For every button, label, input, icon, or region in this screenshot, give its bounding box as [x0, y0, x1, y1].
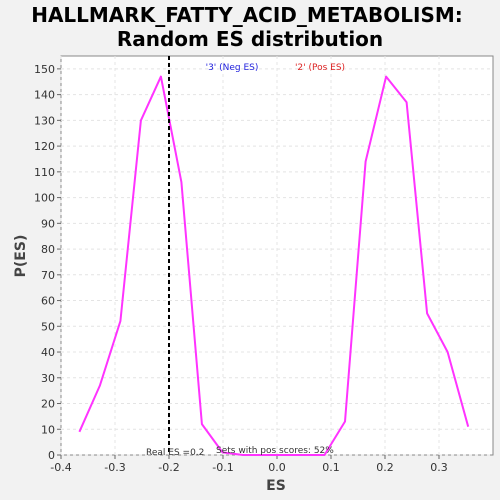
y-axis-label: P(ES): [13, 235, 29, 278]
x-tick-label: 0.0: [268, 461, 286, 474]
y-tick-label: 70: [41, 269, 55, 282]
legend-pos-es: '2' (Pos ES): [295, 63, 345, 73]
y-tick-label: 90: [41, 217, 55, 230]
y-tick-label: 50: [41, 320, 55, 333]
y-tick-label: 0: [48, 449, 55, 462]
real-es-label: Real ES =0.2: [146, 448, 204, 458]
y-tick-label: 20: [41, 398, 55, 411]
y-tick-label: 120: [34, 140, 55, 153]
y-tick-label: 40: [41, 346, 55, 359]
series-group: [78, 75, 470, 456]
y-tick-label: 130: [34, 114, 55, 127]
x-axis-label: ES: [266, 478, 286, 494]
x-axis: -0.4 -0.3 -0.2 -0.1 0.0 0.1 0.2 0.3: [50, 455, 448, 474]
y-tick-label: 150: [34, 63, 55, 76]
x-tick-label: -0.4: [50, 461, 71, 474]
x-tick-label: -0.1: [212, 461, 233, 474]
y-tick-label: 100: [34, 192, 55, 205]
y-tick-label: 80: [41, 243, 55, 256]
y-tick-label: 110: [34, 166, 55, 179]
y-tick-label: 60: [41, 295, 55, 308]
x-tick-label: 0.2: [376, 461, 394, 474]
x-tick-label: -0.3: [104, 461, 125, 474]
x-tick-label: 0.3: [430, 461, 448, 474]
y-tick-label: 30: [41, 372, 55, 385]
pos-scores-label: Sets with pos scores: 52%: [216, 446, 334, 456]
x-tick-label: 0.1: [322, 461, 340, 474]
x-tick-label: -0.2: [158, 461, 179, 474]
chart-title-line2: Random ES distribution: [117, 27, 383, 51]
chart-title-line1: HALLMARK_FATTY_ACID_METABOLISM:: [31, 3, 463, 27]
es-distribution-line: [78, 75, 470, 456]
y-tick-label: 140: [34, 89, 55, 102]
legend-neg-es: '3' (Neg ES): [206, 63, 259, 73]
y-tick-label: 10: [41, 423, 55, 436]
y-axis: 0 10 20 30 40 50 60 70 80 90 100 110 120 130 140 150: [34, 63, 61, 462]
